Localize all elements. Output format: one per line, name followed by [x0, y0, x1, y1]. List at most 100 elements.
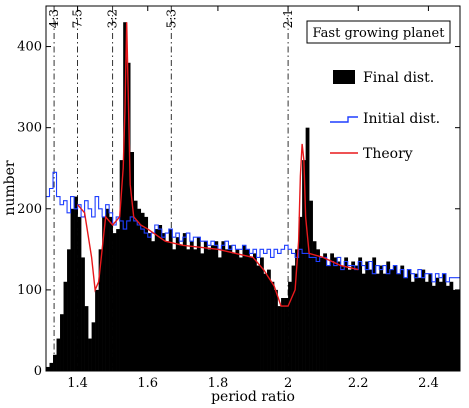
final-dist-bar	[396, 273, 401, 371]
final-dist-bar	[382, 273, 387, 371]
axes: 1.4 1.6 1.8 2 2.2 2.4 0 100 200 300 400	[17, 6, 460, 391]
y-tick-label: 400	[17, 40, 42, 55]
final-dist-bar	[456, 289, 460, 371]
initial-dist-layer	[46, 171, 460, 283]
final-dist-bar	[288, 281, 292, 371]
final-dist-bar	[305, 127, 310, 371]
final-dist-bar	[91, 322, 96, 371]
final-dist-bar	[435, 277, 440, 371]
final-dist-bar	[154, 229, 159, 371]
final-dist-bar	[109, 216, 113, 371]
final-dist-bar	[326, 265, 331, 371]
final-dist-bar	[442, 273, 447, 371]
y-tick-label: 300	[17, 121, 42, 136]
resonance-label: 7:5	[71, 9, 85, 28]
final-dist-bars	[46, 22, 460, 371]
legend-final-label: Final dist.	[363, 70, 434, 86]
final-dist-bar	[365, 261, 370, 371]
final-dist-bar	[452, 289, 457, 371]
plot-frame	[45, 5, 461, 372]
final-dist-bar	[161, 233, 166, 371]
final-dist-bar	[46, 366, 50, 371]
final-dist-bar	[133, 200, 138, 371]
legend-final-swatch	[333, 70, 355, 84]
final-dist-bar	[351, 261, 356, 371]
y-tick-label: 200	[17, 202, 42, 217]
legend-initial-swatch	[330, 116, 358, 123]
final-dist-bar	[389, 269, 394, 371]
final-dist-bar	[445, 285, 450, 371]
final-dist-bar	[361, 273, 366, 371]
final-dist-bar	[428, 273, 433, 371]
final-dist-bar	[224, 249, 229, 371]
final-dist-bar	[231, 253, 236, 371]
chart-title: Fast growing planet	[313, 26, 446, 41]
resonance-label: 3:2	[106, 9, 120, 28]
final-dist-bar	[347, 269, 352, 371]
final-dist-bar	[49, 362, 54, 371]
final-dist-bar	[270, 281, 275, 371]
final-dist-bar	[84, 306, 89, 371]
final-dist-bar	[123, 22, 127, 371]
final-dist-bar	[340, 265, 345, 371]
final-dist-bar	[193, 249, 198, 371]
final-dist-bar	[81, 257, 85, 371]
final-dist-bar	[414, 273, 419, 371]
final-dist-bar	[186, 249, 191, 371]
final-dist-bar	[403, 277, 408, 371]
final-dist-bar	[77, 216, 82, 371]
final-dist-bar	[144, 216, 149, 371]
final-dist-bar	[312, 241, 317, 371]
final-dist-bar	[70, 208, 75, 371]
final-dist-bar	[316, 249, 320, 371]
final-dist-bar	[56, 338, 61, 371]
final-dist-bar	[424, 281, 429, 371]
x-tick-label: 2	[284, 376, 292, 391]
final-dist-bar	[295, 249, 299, 371]
x-tick-label: 1.8	[208, 376, 229, 391]
final-dist-bar	[196, 237, 201, 371]
final-dist-bar	[189, 241, 194, 371]
final-dist-bar	[165, 241, 170, 371]
final-dist-bar	[151, 241, 156, 371]
final-dist-bar	[105, 208, 110, 371]
final-dist-bar	[172, 249, 177, 371]
final-dist-bar	[267, 269, 271, 371]
final-dist-bar	[74, 196, 78, 371]
final-dist-bar	[168, 229, 173, 371]
final-dist-bar	[119, 160, 124, 371]
final-dist-bar	[116, 229, 120, 371]
final-dist-bar	[221, 241, 226, 371]
legend: Fast growing planet Final dist. Initial …	[306, 20, 451, 162]
final-dist-bar	[140, 212, 145, 371]
final-dist-bar	[130, 152, 135, 371]
final-dist-bar	[256, 265, 261, 371]
final-dist-bar	[354, 265, 359, 371]
y-tick-label: 0	[34, 364, 42, 379]
final-dist-bar	[431, 285, 436, 371]
final-dist-bar	[210, 245, 215, 371]
final-dist-bar	[214, 241, 219, 371]
final-dist-bar	[393, 265, 398, 371]
final-dist-bar	[67, 249, 71, 371]
final-dist-bar	[344, 257, 349, 371]
final-dist-bar	[263, 273, 268, 371]
y-tick-label: 100	[17, 283, 42, 298]
final-dist-bar	[281, 298, 285, 371]
final-dist-bar	[337, 261, 342, 371]
final-dist-bar	[175, 237, 180, 371]
final-dist-bar	[245, 249, 250, 371]
final-dist-bar	[291, 265, 296, 371]
x-tick-label: 1.6	[137, 376, 158, 391]
final-dist-bar	[277, 306, 282, 371]
final-dist-bar	[274, 289, 278, 371]
final-dist-bar	[330, 253, 334, 371]
final-dist-bar	[410, 281, 415, 371]
final-dist-bar	[238, 257, 243, 371]
final-dist-bar	[375, 273, 380, 371]
initial-dist-line	[46, 171, 460, 283]
final-dist-bar	[158, 225, 163, 371]
theory-layer	[77, 22, 359, 307]
final-dist-bar	[379, 265, 384, 371]
